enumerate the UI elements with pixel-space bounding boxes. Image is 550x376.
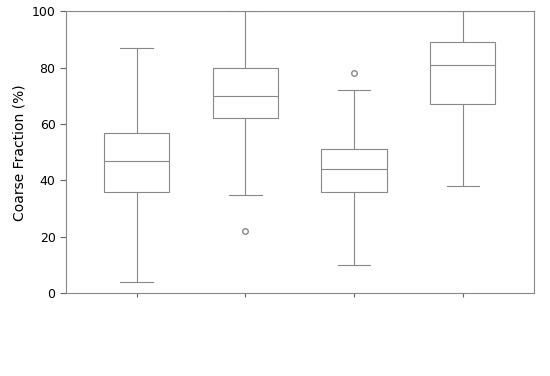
PathPatch shape <box>104 133 169 192</box>
PathPatch shape <box>213 68 278 118</box>
PathPatch shape <box>430 42 496 105</box>
PathPatch shape <box>322 150 387 192</box>
Y-axis label: Coarse Fraction (%): Coarse Fraction (%) <box>12 84 26 221</box>
